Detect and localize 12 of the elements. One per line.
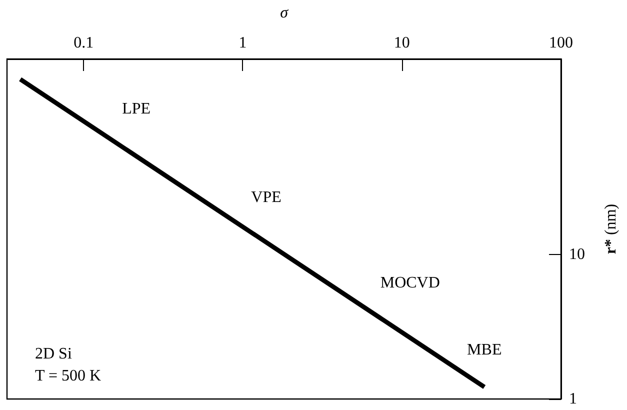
y-axis-title: r* (nm) [602, 204, 620, 254]
annotation: MOCVD [380, 274, 440, 292]
annotation: 2D Si [35, 346, 72, 362]
x-axis-title: σ [280, 4, 290, 22]
annotation: LPE [122, 100, 151, 118]
x-tick-label: 100 [549, 34, 573, 52]
x-tick-label: 0.1 [74, 34, 94, 52]
annotation: T = 500 K [35, 368, 102, 384]
x-tick-label: 10 [394, 34, 410, 52]
x-tick-label: 1 [238, 34, 247, 52]
annotation: MBE [467, 342, 502, 359]
annotation: VPE [251, 188, 282, 206]
